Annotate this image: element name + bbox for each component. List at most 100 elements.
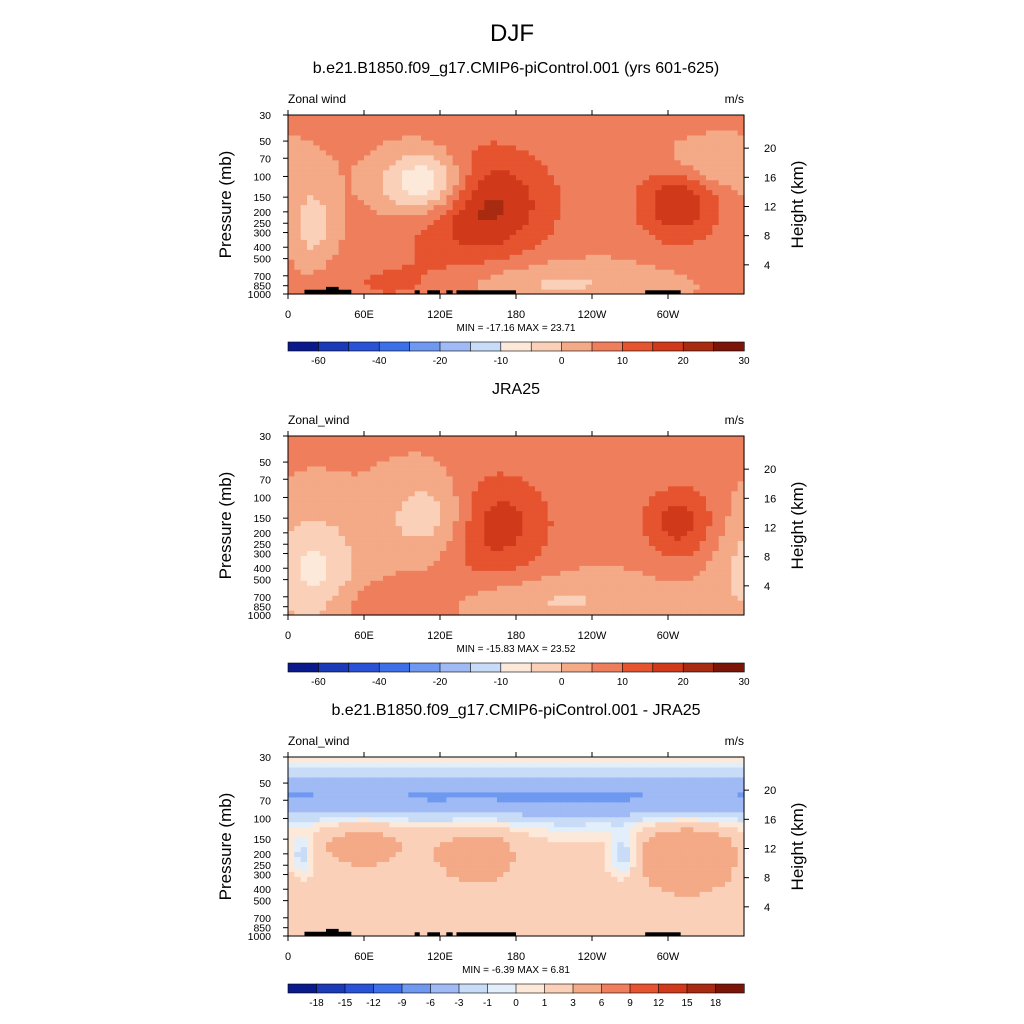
contour-cell xyxy=(300,535,308,542)
contour-cell xyxy=(484,490,492,497)
contour-cell xyxy=(338,115,346,121)
contour-cell xyxy=(528,149,536,156)
contour-cell xyxy=(592,194,599,201)
contour-cell xyxy=(338,520,346,527)
contour-cell xyxy=(345,585,352,591)
contour-cell xyxy=(503,269,511,275)
contour-cell xyxy=(332,144,340,151)
contour-cell xyxy=(313,244,321,250)
contour-cell xyxy=(389,269,397,275)
contour-cell xyxy=(693,565,701,571)
contour-cell xyxy=(661,605,669,611)
contour-cell xyxy=(307,139,314,146)
contour-cell xyxy=(725,184,732,191)
contour-cell xyxy=(370,244,378,250)
contour-cell xyxy=(598,515,606,522)
contour-cell xyxy=(503,279,511,285)
contour-cell xyxy=(288,595,295,601)
contour-cell xyxy=(421,279,428,285)
contour-cell xyxy=(541,580,549,586)
contour-cell xyxy=(687,480,694,487)
contour-cell xyxy=(313,500,321,507)
contour-cell xyxy=(693,234,701,240)
contour-cell xyxy=(345,535,352,542)
contour-cell xyxy=(725,470,732,477)
contour-cell xyxy=(338,174,346,181)
contour-cell xyxy=(674,510,682,517)
contour-cell xyxy=(706,520,713,527)
contour-cell xyxy=(541,134,549,141)
contour-cell xyxy=(573,164,580,171)
contour-cell xyxy=(414,535,422,542)
contour-cell xyxy=(630,475,637,482)
contour-cell xyxy=(579,204,587,211)
contour-cell xyxy=(490,254,498,260)
contour-cell xyxy=(560,490,568,497)
contour-cell xyxy=(402,144,409,151)
contour-cell xyxy=(668,600,675,606)
contour-cell xyxy=(376,535,384,542)
contour-cell xyxy=(332,550,340,556)
contour-cell xyxy=(541,264,549,270)
contour-cell xyxy=(383,269,390,275)
panel-title: JRA25 xyxy=(492,381,540,398)
contour-cell xyxy=(636,134,644,141)
contour-cell xyxy=(395,545,403,551)
contour-cell xyxy=(300,209,308,216)
contour-cell xyxy=(446,244,454,250)
contour-cell xyxy=(402,525,409,532)
contour-cell xyxy=(300,510,308,517)
contour-cell xyxy=(668,575,675,581)
contour-cell xyxy=(414,550,422,556)
contour-cell xyxy=(718,174,726,181)
contour-cell xyxy=(725,144,732,151)
contour-cell xyxy=(497,555,504,561)
contour-cell xyxy=(560,570,568,576)
contour-cell xyxy=(383,149,390,156)
contour-cell xyxy=(668,570,675,576)
contour-cell xyxy=(522,224,530,230)
contour-cell xyxy=(642,495,650,502)
contour-cell xyxy=(395,605,403,611)
contour-cell xyxy=(522,480,530,487)
contour-cell xyxy=(294,570,302,576)
contour-cell xyxy=(421,274,428,280)
contour-cell xyxy=(674,485,682,492)
contour-cell xyxy=(490,490,498,497)
contour-cell xyxy=(376,580,384,586)
contour-cell xyxy=(345,570,352,576)
contour-cell xyxy=(630,289,637,295)
contour-cell xyxy=(687,500,694,507)
contour-cell xyxy=(345,149,352,156)
contour-cell xyxy=(440,520,447,527)
contour-cell xyxy=(490,219,498,225)
contour-cell xyxy=(516,149,523,156)
contour-cell xyxy=(630,580,637,586)
contour-cell xyxy=(503,605,511,611)
contour-cell xyxy=(706,229,713,235)
contour-cell xyxy=(554,525,561,532)
colorbar-swatch xyxy=(470,341,502,352)
contour-cell xyxy=(560,565,568,571)
contour-cell xyxy=(294,470,302,477)
contour-cell xyxy=(313,495,321,502)
contour-cell xyxy=(307,515,314,522)
contour-cell xyxy=(611,154,618,161)
contour-cell xyxy=(699,500,707,507)
contour-cell xyxy=(351,115,359,121)
contour-cell xyxy=(414,209,422,216)
contour-cell xyxy=(547,465,555,472)
contour-cell xyxy=(326,219,333,225)
contour-cell xyxy=(611,605,618,611)
contour-cell xyxy=(693,204,701,211)
contour-cell xyxy=(693,470,701,477)
contour-cell xyxy=(351,284,359,290)
colorbar-swatch xyxy=(500,341,532,352)
contour-cell xyxy=(611,525,618,532)
contour-cell xyxy=(585,505,593,512)
contour-cell xyxy=(357,540,365,546)
contour-cell xyxy=(585,204,593,211)
contour-cell xyxy=(300,495,308,502)
contour-cell xyxy=(598,139,606,146)
contour-cell xyxy=(560,480,568,487)
